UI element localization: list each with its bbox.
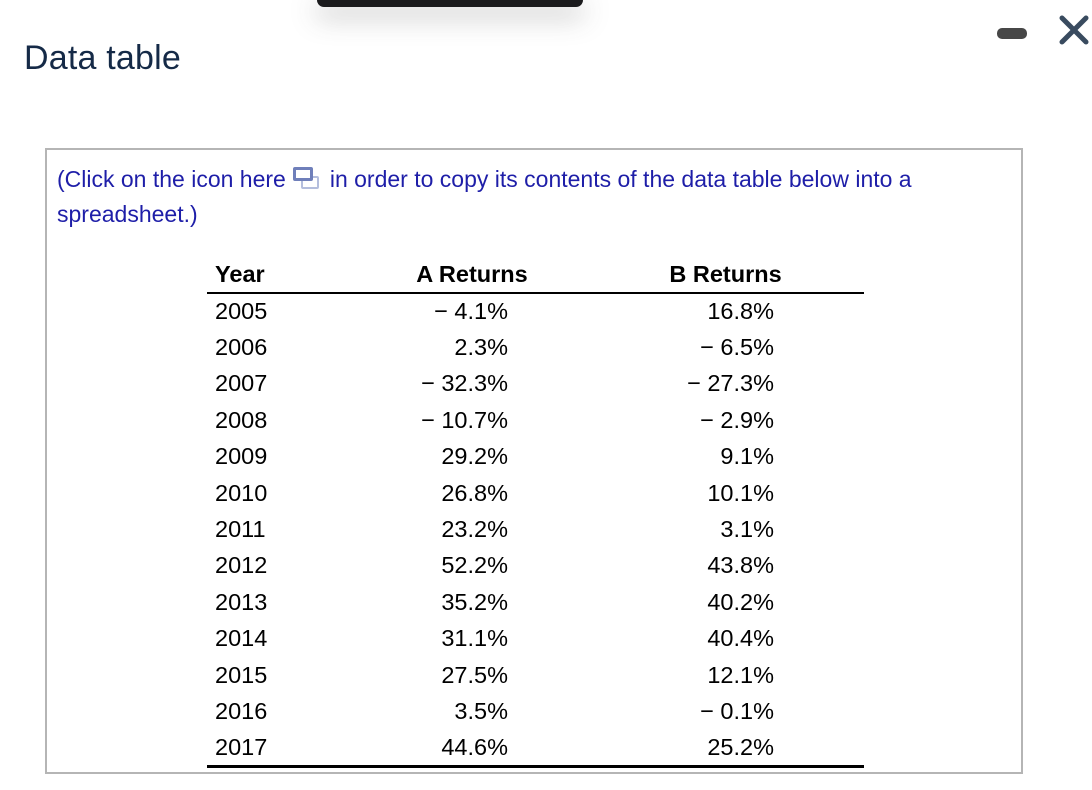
a-returns-cell: 31.1%: [441, 625, 508, 652]
year-cell: 2014: [215, 625, 268, 652]
table-header-row: Year A Returns B Returns: [207, 256, 864, 294]
b-returns-cell: 40.4%: [707, 625, 774, 652]
table-row: 2017 44.6% 25.2%: [207, 730, 864, 766]
table-row: 2010 26.8% 10.1%: [207, 475, 864, 511]
table-row: 2008 − 10.7% − 2.9%: [207, 402, 864, 438]
a-returns-cell: 35.2%: [441, 588, 508, 615]
year-cell: 2016: [215, 697, 268, 724]
close-button[interactable]: [1056, 12, 1092, 48]
table-row: 2014 31.1% 40.4%: [207, 621, 864, 657]
b-returns-cell: 43.8%: [707, 552, 774, 579]
header-a-returns: A Returns: [357, 256, 587, 294]
b-returns-cell: − 2.9%: [700, 406, 774, 433]
a-returns-cell: 23.2%: [441, 516, 508, 543]
b-returns-cell: − 0.1%: [700, 697, 774, 724]
table-row: 2009 29.2% 9.1%: [207, 439, 864, 475]
b-returns-cell: 12.1%: [707, 661, 774, 688]
a-returns-cell: 2.3%: [454, 334, 508, 361]
a-returns-cell: 27.5%: [441, 661, 508, 688]
year-cell: 2010: [215, 479, 268, 506]
header-b-returns: B Returns: [587, 256, 864, 294]
a-returns-cell: − 4.1%: [434, 298, 508, 325]
copy-table-icon[interactable]: [292, 166, 320, 191]
b-returns-cell: 3.1%: [720, 516, 774, 543]
b-returns-cell: 40.2%: [707, 588, 774, 615]
a-returns-cell: 3.5%: [454, 697, 508, 724]
minimize-button[interactable]: [997, 28, 1027, 39]
b-returns-cell: 16.8%: [707, 298, 774, 325]
year-cell: 2008: [215, 406, 268, 433]
a-returns-cell: − 32.3%: [421, 370, 508, 397]
a-returns-cell: 29.2%: [441, 443, 508, 470]
year-cell: 2009: [215, 443, 268, 470]
b-returns-cell: 10.1%: [707, 479, 774, 506]
year-cell: 2017: [215, 733, 268, 760]
year-cell: 2005: [215, 298, 268, 325]
b-returns-cell: − 27.3%: [687, 370, 774, 397]
page-title: Data table: [24, 39, 181, 77]
table-row: 2007 − 32.3% − 27.3%: [207, 366, 864, 402]
a-returns-cell: 26.8%: [441, 479, 508, 506]
returns-table: Year A Returns B Returns 2005 − 4.1% 16.…: [207, 256, 864, 768]
copy-instruction-after: in order to copy its contents of the dat…: [57, 166, 912, 227]
returns-table-body: 2005 − 4.1% 16.8% 2006 2.3% − 6.5% 2007 …: [207, 293, 864, 766]
data-table-panel: (Click on the icon here in order to copy …: [45, 148, 1023, 774]
table-row: 2012 52.2% 43.8%: [207, 548, 864, 584]
table-row: 2013 35.2% 40.2%: [207, 584, 864, 620]
year-cell: 2015: [215, 661, 268, 688]
copy-icon-front-rect: [292, 167, 313, 181]
table-row: 2011 23.2% 3.1%: [207, 511, 864, 547]
table-row: 2006 2.3% − 6.5%: [207, 329, 864, 365]
year-cell: 2007: [215, 370, 268, 397]
year-cell: 2006: [215, 334, 268, 361]
table-row: 2016 3.5% − 0.1%: [207, 693, 864, 729]
copy-instruction: (Click on the icon here in order to copy …: [57, 162, 1009, 232]
close-icon: [1059, 15, 1089, 45]
a-returns-cell: − 10.7%: [421, 406, 508, 433]
year-cell: 2011: [215, 516, 266, 543]
background-window-edge: [317, 0, 583, 7]
table-row: 2005 − 4.1% 16.8%: [207, 293, 864, 329]
a-returns-cell: 44.6%: [441, 733, 508, 760]
table-row: 2015 27.5% 12.1%: [207, 657, 864, 693]
a-returns-cell: 52.2%: [441, 552, 508, 579]
b-returns-cell: 9.1%: [720, 443, 774, 470]
copy-instruction-before: (Click on the icon here: [57, 166, 286, 192]
header-year: Year: [207, 256, 357, 294]
year-cell: 2013: [215, 588, 268, 615]
year-cell: 2012: [215, 552, 268, 579]
b-returns-cell: 25.2%: [707, 733, 774, 760]
b-returns-cell: − 6.5%: [700, 334, 774, 361]
